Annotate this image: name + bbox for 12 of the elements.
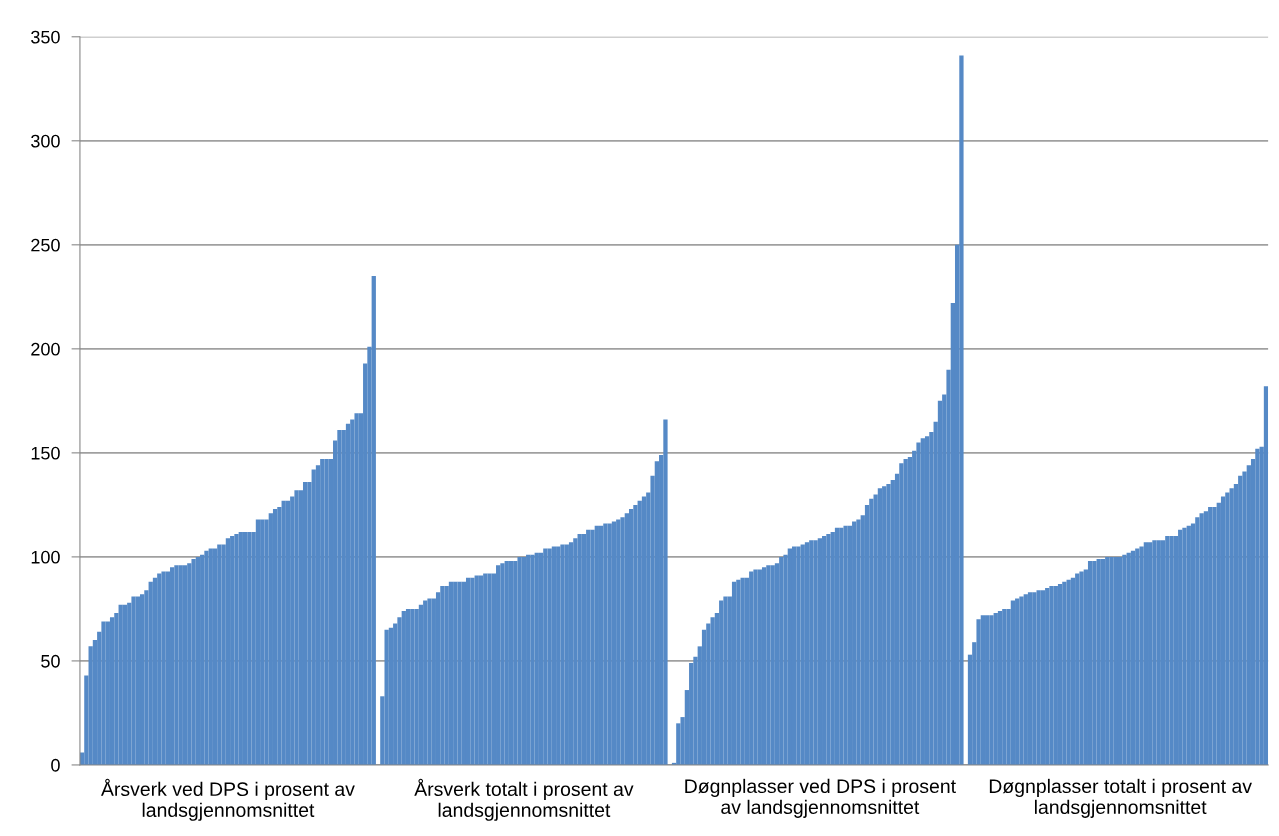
y-tick-label: 300 xyxy=(31,134,60,148)
y-tick-label: 200 xyxy=(31,342,60,356)
y-tick-label: 50 xyxy=(41,654,60,668)
y-tick-label: 250 xyxy=(31,238,60,252)
x-tick-label: Døgnplasser ved DPS i prosent av landsgjennomsnittet xyxy=(685,778,956,818)
x-tick-label: Døgnplasser totalt i prosent av landsgjennomsnittet xyxy=(989,778,1252,818)
y-tick-label: 150 xyxy=(31,446,60,460)
x-tick-label: Årsverk totalt i prosent av landsgjennomsnittet xyxy=(414,778,634,821)
y-tick-label: 0 xyxy=(51,758,60,772)
x-tick-label: Årsverk ved DPS i prosent av landsgjennomsnittet xyxy=(100,778,355,821)
y-tick-label: 350 xyxy=(31,30,60,44)
y-tick-label: 100 xyxy=(31,550,60,564)
